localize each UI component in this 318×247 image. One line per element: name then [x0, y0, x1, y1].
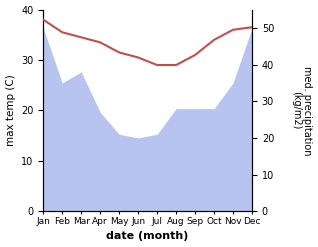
X-axis label: date (month): date (month)	[107, 231, 189, 242]
Y-axis label: max temp (C): max temp (C)	[5, 75, 16, 146]
Y-axis label: med. precipitation
(kg/m2): med. precipitation (kg/m2)	[291, 66, 313, 155]
